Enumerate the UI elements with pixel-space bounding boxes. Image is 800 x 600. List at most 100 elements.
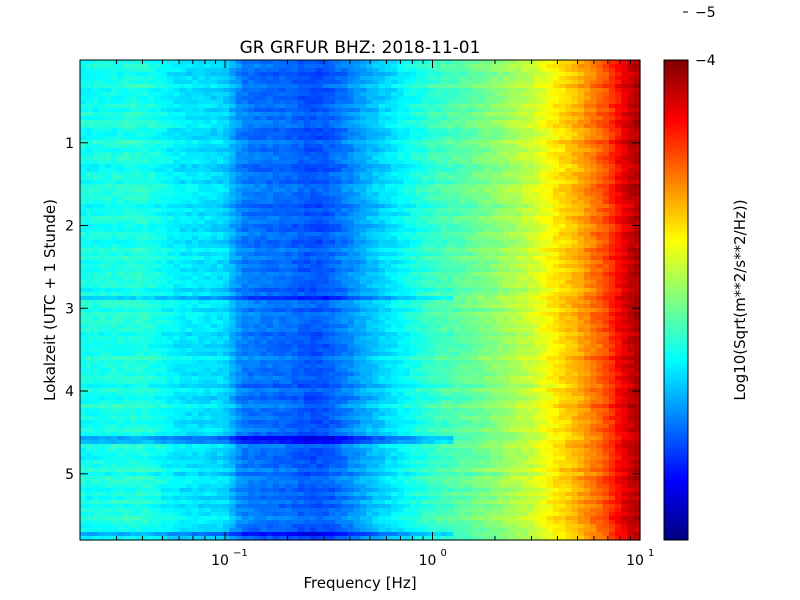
heatmap-cell	[465, 220, 473, 225]
heatmap-cell	[484, 152, 492, 157]
heatmap-cell	[260, 220, 268, 225]
heatmap-cell	[440, 108, 448, 113]
heatmap-cell	[341, 248, 349, 253]
heatmap-cell	[602, 76, 610, 81]
heatmap-cell	[86, 156, 94, 161]
heatmap-cell	[316, 248, 324, 253]
heatmap-cell	[366, 212, 374, 217]
heatmap-cell	[173, 240, 181, 245]
heatmap-cell	[111, 216, 118, 221]
heatmap-cell	[440, 140, 448, 145]
heatmap-cell	[185, 112, 193, 117]
heatmap-cell	[347, 240, 355, 245]
heatmap-cell	[123, 232, 131, 237]
heatmap-cell	[254, 68, 262, 73]
heatmap-cell	[378, 124, 386, 129]
heatmap-cell	[341, 64, 349, 69]
heatmap-cell	[297, 280, 305, 285]
heatmap-cell	[167, 264, 174, 269]
heatmap-cell	[204, 144, 212, 149]
heatmap-cell	[384, 164, 392, 169]
heatmap-cell	[92, 232, 100, 237]
heatmap-cell	[496, 116, 504, 121]
heatmap-cell	[465, 60, 473, 65]
heatmap-cell	[409, 96, 417, 101]
heatmap-cell	[142, 208, 150, 213]
heatmap-cell	[540, 92, 548, 97]
heatmap-cell	[546, 228, 554, 233]
heatmap-cell	[521, 260, 529, 265]
heatmap-cell	[403, 144, 411, 149]
heatmap-cell	[633, 64, 641, 69]
heatmap-cell	[366, 248, 374, 253]
heatmap-cell	[584, 72, 591, 77]
heatmap-cell	[627, 268, 635, 273]
heatmap-cell	[179, 248, 187, 253]
heatmap-cell	[621, 140, 629, 145]
heatmap-cell	[590, 96, 598, 101]
heatmap-cell	[515, 64, 523, 69]
heatmap-cell	[615, 152, 622, 157]
heatmap-cell	[173, 76, 181, 81]
heatmap-cell	[453, 236, 461, 241]
heatmap-cell	[142, 140, 150, 145]
heatmap-cell	[434, 124, 442, 129]
heatmap-cell	[528, 232, 535, 237]
heatmap-cell	[440, 92, 448, 97]
heatmap-cell	[204, 244, 212, 249]
heatmap-cell	[160, 244, 168, 249]
heatmap-cell	[577, 160, 585, 165]
heatmap-cell	[422, 200, 430, 205]
heatmap-cell	[515, 232, 523, 237]
heatmap-cell	[297, 252, 305, 257]
heatmap-cell	[608, 196, 616, 201]
heatmap-cell	[86, 132, 94, 137]
heatmap-cell	[142, 280, 150, 285]
heatmap-cell	[565, 104, 573, 109]
heatmap-cell	[248, 80, 255, 85]
heatmap-cell	[534, 164, 542, 169]
heatmap-cell	[608, 204, 616, 209]
heatmap-cell	[341, 232, 349, 237]
heatmap-cell	[627, 204, 635, 209]
heatmap-cell	[98, 80, 106, 85]
heatmap-cell	[372, 208, 380, 213]
heatmap-cell	[136, 264, 143, 269]
heatmap-cell	[322, 120, 330, 125]
heatmap-cell	[552, 112, 560, 117]
heatmap-cell	[322, 184, 330, 189]
heatmap-cell	[254, 168, 262, 173]
heatmap-cell	[528, 128, 535, 133]
heatmap-cell	[304, 200, 311, 205]
heatmap-cell	[565, 272, 573, 277]
heatmap-cell	[434, 184, 442, 189]
heatmap-cell	[310, 64, 318, 69]
heatmap-cell	[596, 92, 604, 97]
heatmap-cell	[254, 164, 262, 169]
heatmap-cell	[552, 168, 560, 173]
heatmap-cell	[185, 184, 193, 189]
heatmap-cell	[204, 180, 212, 185]
heatmap-cell	[503, 220, 510, 225]
heatmap-cell	[123, 224, 131, 229]
heatmap-cell	[403, 72, 411, 77]
heatmap-cell	[596, 144, 604, 149]
heatmap-cell	[633, 116, 641, 121]
heatmap-cell	[509, 180, 517, 185]
heatmap-cell	[129, 176, 137, 181]
heatmap-cell	[204, 88, 212, 93]
heatmap-cell	[254, 232, 262, 237]
heatmap-cell	[335, 188, 342, 193]
heatmap-cell	[540, 260, 548, 265]
heatmap-cell	[360, 180, 367, 185]
heatmap-cell	[322, 224, 330, 229]
heatmap-cell	[167, 80, 174, 85]
heatmap-cell	[378, 84, 386, 89]
heatmap-cell	[608, 256, 616, 261]
heatmap-cell	[210, 108, 218, 113]
heatmap-cell	[316, 164, 324, 169]
heatmap-cell	[353, 148, 361, 153]
heatmap-cell	[123, 228, 131, 233]
heatmap-cell	[229, 204, 237, 209]
heatmap-cell	[192, 176, 199, 181]
